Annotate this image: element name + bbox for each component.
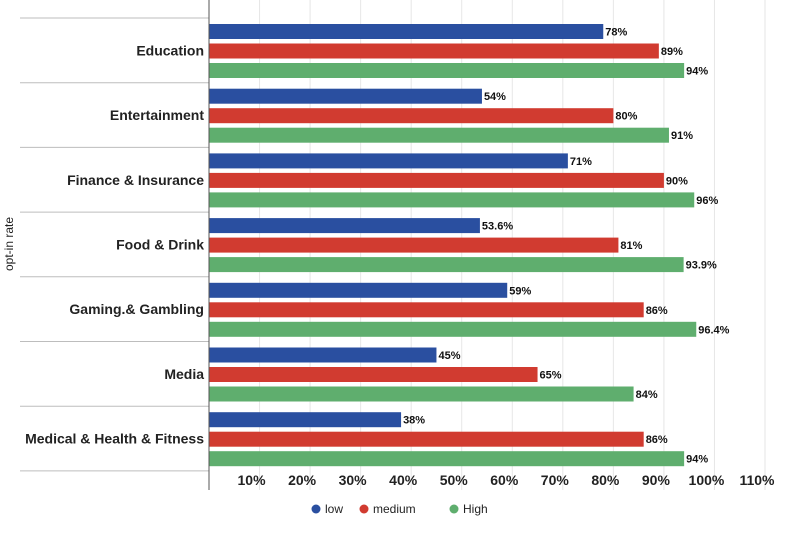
bar-high-6 bbox=[209, 451, 685, 467]
data-label: 65% bbox=[540, 370, 562, 382]
category-separators bbox=[20, 17, 209, 472]
data-label: 54% bbox=[484, 91, 506, 103]
x-tick-label: 110% bbox=[739, 472, 775, 488]
bar-low-4 bbox=[209, 282, 508, 298]
data-label: 90% bbox=[666, 175, 688, 187]
data-label: 94% bbox=[686, 66, 708, 78]
x-tick-labels-layer: 10% 20% 30% 40% 50% 60% 70% 80% 90% 100% 110% bbox=[238, 472, 776, 488]
bar-low-2 bbox=[209, 153, 568, 169]
category-label: Gaming.& Gambling bbox=[69, 301, 204, 317]
data-label: 86% bbox=[646, 305, 668, 317]
bar-medium-3 bbox=[209, 237, 619, 253]
data-label: 84% bbox=[636, 389, 658, 401]
bar-low-5 bbox=[209, 347, 437, 363]
bar-high-3 bbox=[209, 257, 684, 273]
bar-low-1 bbox=[209, 88, 482, 104]
legend-label-high: High bbox=[463, 502, 488, 516]
bar-low-6 bbox=[209, 412, 402, 428]
category-label: Entertainment bbox=[110, 107, 204, 123]
x-tick-label: 90% bbox=[642, 472, 671, 488]
category-label: Education bbox=[136, 42, 204, 58]
x-tick-label: 50% bbox=[440, 472, 469, 488]
legend: low medium High bbox=[311, 502, 488, 516]
category-label: Food & Drink bbox=[116, 236, 204, 252]
category-label: Media bbox=[164, 366, 204, 382]
data-label: 86% bbox=[646, 434, 668, 446]
y-axis-label: opt-in rate bbox=[2, 217, 16, 271]
category-label: Medical & Health & Fitness bbox=[25, 431, 204, 447]
data-label: 91% bbox=[671, 130, 693, 142]
data-label: 38% bbox=[403, 415, 425, 427]
x-tick-label: 60% bbox=[490, 472, 519, 488]
data-label: 94% bbox=[686, 454, 708, 466]
legend-marker-low bbox=[311, 504, 321, 514]
x-tick-label: 80% bbox=[591, 472, 620, 488]
bar-high-5 bbox=[209, 386, 634, 402]
bar-low-3 bbox=[209, 218, 480, 234]
category-label: Finance & Insurance bbox=[67, 172, 204, 188]
bar-low-0 bbox=[209, 24, 604, 39]
data-label: 59% bbox=[509, 285, 531, 297]
bar-medium-6 bbox=[209, 431, 644, 447]
data-label: 45% bbox=[438, 350, 460, 362]
bar-medium-5 bbox=[209, 367, 538, 382]
category-labels-layer: Education Entertainment Finance & Insuranc… bbox=[25, 42, 204, 446]
bar-high-1 bbox=[209, 127, 669, 143]
data-label: 71% bbox=[570, 156, 592, 168]
data-label: 81% bbox=[620, 240, 642, 252]
legend-label-low: low bbox=[325, 502, 343, 516]
data-label: 78% bbox=[605, 27, 627, 39]
legend-label-medium: medium bbox=[373, 502, 416, 516]
bar-medium-0 bbox=[209, 43, 659, 59]
data-label: 89% bbox=[661, 46, 683, 58]
x-tick-label: 70% bbox=[541, 472, 570, 488]
bar-high-4 bbox=[209, 321, 697, 337]
data-labels-layer: 78%89%94%54%80%91%71%90%96%53.6%81%93.9%… bbox=[403, 27, 730, 466]
bar-high-2 bbox=[209, 192, 695, 208]
data-label: 80% bbox=[615, 111, 637, 123]
x-tick-label: 30% bbox=[339, 472, 368, 488]
x-tick-label: 100% bbox=[689, 472, 725, 488]
data-label: 93.9% bbox=[686, 260, 717, 272]
data-label: 96% bbox=[696, 195, 718, 207]
legend-marker-high bbox=[449, 504, 459, 514]
bar-medium-1 bbox=[209, 108, 614, 124]
bar-medium-4 bbox=[209, 302, 644, 318]
x-tick-label: 40% bbox=[389, 472, 418, 488]
bar-high-0 bbox=[209, 63, 685, 78]
x-tick-label: 10% bbox=[238, 472, 267, 488]
data-label: 96.4% bbox=[698, 324, 729, 336]
x-tick-label: 20% bbox=[288, 472, 317, 488]
bars-layer bbox=[209, 24, 697, 467]
legend-marker-medium bbox=[359, 504, 369, 514]
data-label: 53.6% bbox=[482, 221, 513, 233]
bar-medium-2 bbox=[209, 172, 664, 188]
